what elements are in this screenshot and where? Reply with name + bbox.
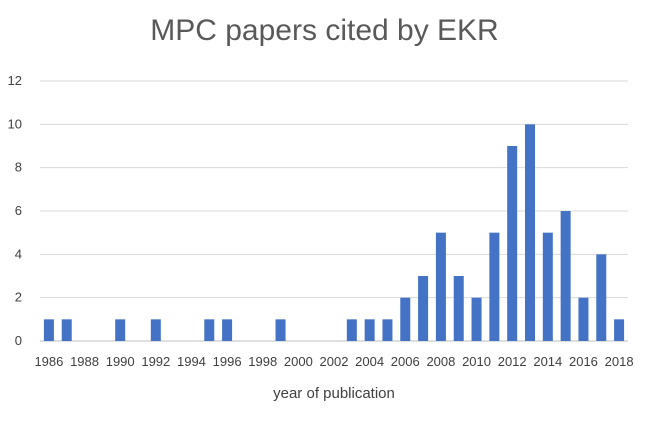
bar xyxy=(346,319,357,341)
x-tick-label: 1998 xyxy=(248,354,277,369)
x-tick-label: 2018 xyxy=(605,354,634,369)
bar xyxy=(275,319,286,341)
bar xyxy=(435,232,446,341)
x-tick-label: 2012 xyxy=(498,354,527,369)
y-tick-label: 2 xyxy=(15,290,22,305)
x-tick-label: 2010 xyxy=(462,354,491,369)
bar xyxy=(596,254,607,341)
bar xyxy=(400,297,411,341)
y-tick-label: 12 xyxy=(8,73,22,88)
bar xyxy=(61,319,72,341)
y-tick-label: 8 xyxy=(15,160,22,175)
x-axis-title: year of publication xyxy=(273,385,395,402)
bar xyxy=(614,319,625,341)
x-tick-label: 2006 xyxy=(391,354,420,369)
chart-title: MPC papers cited by EKR xyxy=(150,14,499,47)
y-tick-label: 0 xyxy=(15,333,22,348)
bar xyxy=(43,319,54,341)
bar xyxy=(453,276,464,341)
y-tick-labels: 0 2 4 6 8 10 12 xyxy=(8,73,22,348)
x-tick-label: 1996 xyxy=(213,354,242,369)
bar xyxy=(150,319,161,341)
x-tick-label: 1994 xyxy=(177,354,206,369)
bar xyxy=(418,276,429,341)
x-tick-label: 2002 xyxy=(320,354,349,369)
y-tick-label: 4 xyxy=(15,246,22,261)
x-tick-label: 2004 xyxy=(355,354,384,369)
x-tick-label: 2014 xyxy=(533,354,562,369)
y-tick-label: 10 xyxy=(8,116,22,131)
x-tick-label: 1986 xyxy=(34,354,63,369)
x-tick-label: 2000 xyxy=(284,354,313,369)
gridlines xyxy=(40,80,628,342)
bar xyxy=(382,319,393,341)
x-tick-label: 1988 xyxy=(70,354,99,369)
y-tick-label: 6 xyxy=(15,203,22,218)
bars xyxy=(43,124,625,341)
bar xyxy=(204,319,215,341)
x-tick-labels: 1986 1988 1990 1992 1994 1996 1998 2000 2002 2004… xyxy=(34,354,633,369)
bar xyxy=(222,319,233,341)
bar xyxy=(525,124,535,341)
x-tick-label: 2008 xyxy=(426,354,455,369)
x-tick-label: 1990 xyxy=(106,354,135,369)
bar xyxy=(115,319,126,341)
bar xyxy=(489,232,500,341)
x-tick-label: 2016 xyxy=(569,354,598,369)
bar xyxy=(364,319,375,341)
bar xyxy=(542,232,553,341)
bar xyxy=(578,297,589,341)
bar xyxy=(560,211,571,341)
x-tick-label: 1992 xyxy=(141,354,170,369)
bar xyxy=(507,146,518,341)
bar xyxy=(471,297,482,341)
